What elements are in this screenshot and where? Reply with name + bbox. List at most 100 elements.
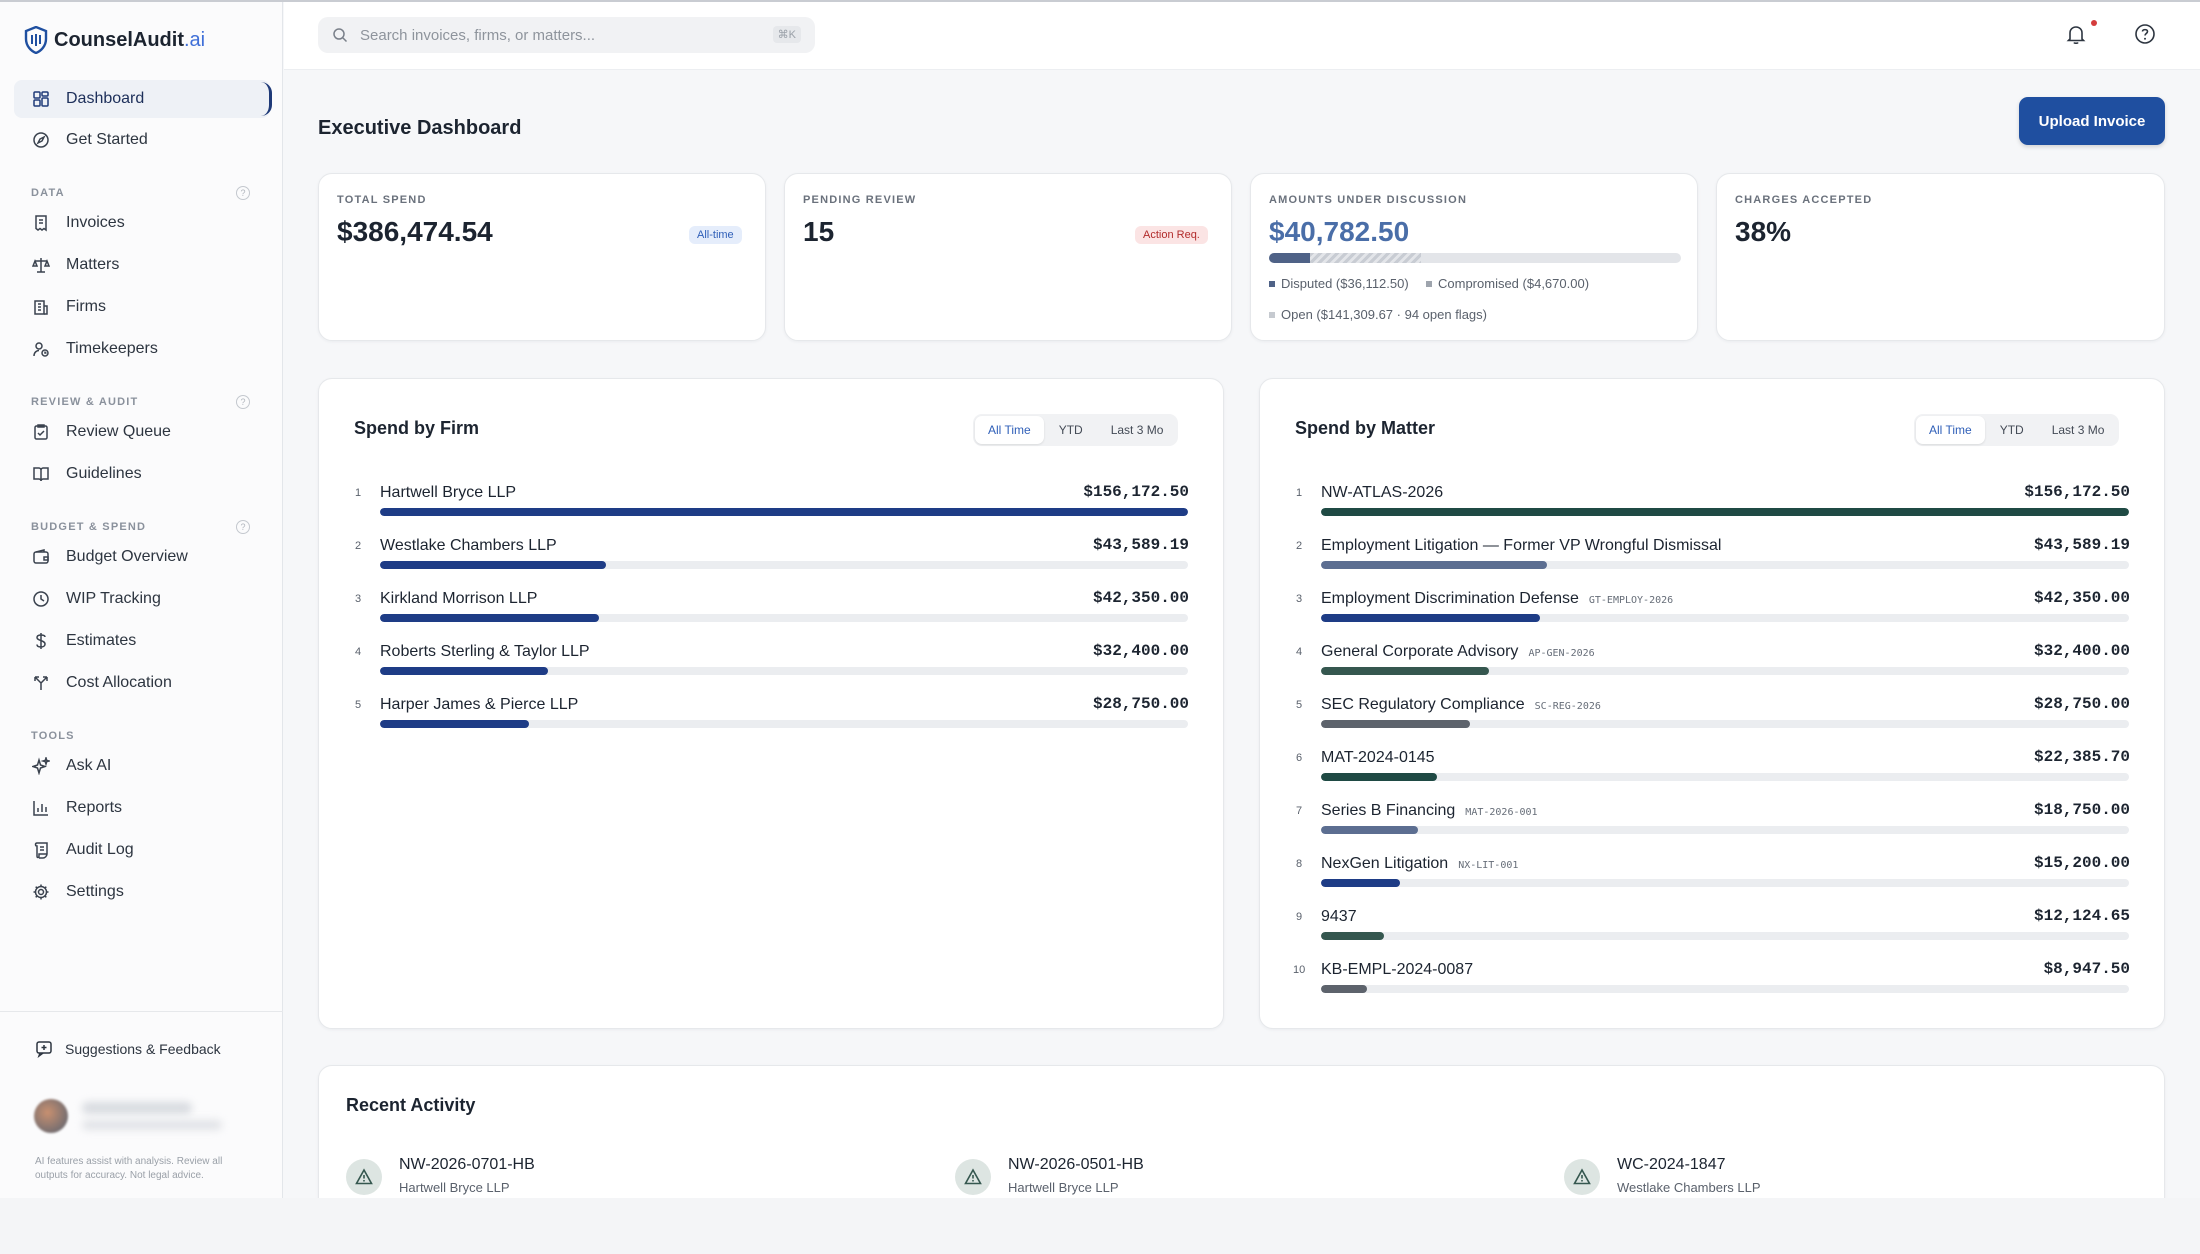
- row-label: Harper James & Pierce LLP: [380, 696, 579, 713]
- row-amount: $28,750.00: [2033, 695, 2130, 713]
- sidebar-item-label: Get Started: [66, 131, 148, 148]
- sidebar-item-audit-log[interactable]: Audit Log: [14, 831, 270, 869]
- feedback-label: Suggestions & Feedback: [65, 1041, 221, 1057]
- row-name: KB-EMPL-2024-0087: [1321, 961, 1473, 979]
- panel-title: Spend by Firm: [354, 418, 480, 438]
- sidebar-item-settings[interactable]: Settings: [14, 873, 270, 911]
- bar-fill: [1321, 879, 1400, 887]
- row-amount: $18,750.00: [2033, 801, 2130, 819]
- filter-last-3-mo[interactable]: Last 3 Mo: [1110, 423, 1164, 437]
- warning-icon: [955, 1159, 991, 1195]
- sidebar-item-invoices[interactable]: Invoices: [14, 204, 270, 242]
- row-label: General Corporate Advisory: [1321, 643, 1519, 660]
- row-rank: 7: [1296, 805, 1303, 817]
- row-name: Kirkland Morrison LLP: [380, 590, 537, 608]
- sidebar-item-firms[interactable]: Firms: [14, 288, 270, 326]
- sidebar-item-reports[interactable]: Reports: [14, 789, 270, 827]
- sidebar-item-dashboard[interactable]: Dashboard: [14, 80, 272, 118]
- sidebar-item-wip-tracking[interactable]: WIP Tracking: [14, 580, 270, 618]
- kpi-value: 38%: [1735, 216, 1792, 247]
- search-box[interactable]: ⌘K: [318, 17, 815, 53]
- sidebar-item-ask-ai[interactable]: Ask AI: [14, 747, 270, 785]
- bar-track: [1321, 720, 2129, 728]
- bar-chart-icon: [33, 801, 48, 816]
- warning-icon: [1564, 1159, 1600, 1195]
- row-rank: 2: [1296, 540, 1303, 552]
- help-icon[interactable]: [2133, 22, 2157, 46]
- wallet-icon: [33, 549, 49, 564]
- legend-label: Compromised ($4,670.00): [1438, 276, 1590, 291]
- activity-firm: Hartwell Bryce LLP: [1008, 1180, 1119, 1195]
- sidebar-item-matters[interactable]: Matters: [14, 246, 270, 284]
- all-time-badge: All-time: [689, 226, 742, 244]
- bar-fill: [1321, 667, 1489, 675]
- row-rank: 5: [1296, 699, 1303, 711]
- kpi-value: $40,782.50: [1269, 216, 1410, 247]
- sidebar: CounselAudit .ai Dashboard Get Started DATA…: [0, 2, 283, 1198]
- avatar[interactable]: [34, 1099, 68, 1133]
- section-help-icon[interactable]: ?: [236, 395, 250, 409]
- bar-track: [1321, 561, 2129, 569]
- kpi-label: PENDING REVIEW: [803, 194, 917, 206]
- sidebar-item-review-queue[interactable]: Review Queue: [14, 413, 270, 451]
- row-rank: 5: [355, 699, 362, 711]
- section-help-icon[interactable]: ?: [236, 520, 250, 534]
- feedback-link[interactable]: Suggestions & Feedback: [35, 1040, 221, 1058]
- topbar: ⌘K: [284, 2, 2200, 70]
- brand[interactable]: CounselAudit .ai: [24, 26, 205, 54]
- sidebar-item-cost-allocation[interactable]: Cost Allocation: [14, 664, 270, 702]
- bar-fill: [1321, 826, 1418, 834]
- sidebar-item-label: Cost Allocation: [66, 674, 172, 691]
- bar-fill: [1321, 561, 1547, 569]
- sidebar-item-guidelines[interactable]: Guidelines: [14, 455, 270, 493]
- time-filter: All Time YTD Last 3 Mo: [1914, 414, 2120, 446]
- legend-swatch: [1426, 280, 1432, 287]
- row-label: Kirkland Morrison LLP: [380, 590, 538, 607]
- sidebar-item-budget-overview[interactable]: Budget Overview: [14, 538, 270, 576]
- row-label: Roberts Sterling & Taylor LLP: [380, 643, 590, 660]
- filter-ytd[interactable]: YTD: [1999, 423, 2024, 437]
- nav-section-label: REVIEW & AUDIT: [31, 396, 139, 408]
- warning-icon: [346, 1159, 382, 1195]
- row-rank: 1: [1296, 487, 1303, 499]
- scroll-icon: [34, 842, 48, 859]
- sidebar-item-timekeepers[interactable]: Timekeepers: [14, 330, 270, 368]
- section-help-icon[interactable]: ?: [236, 186, 250, 200]
- user-clock-icon: [33, 342, 49, 357]
- row-rank: 6: [1296, 752, 1303, 764]
- clipboard-check-icon: [34, 424, 48, 440]
- nav-section-label: TOOLS: [31, 730, 75, 742]
- building-icon: [34, 300, 48, 315]
- filter-all-time[interactable]: All Time: [1916, 416, 1985, 444]
- row-name: MAT-2024-0145: [1321, 749, 1435, 767]
- window-top-border: [0, 0, 2200, 2]
- filter-all-time[interactable]: All Time: [975, 416, 1044, 444]
- legend-disputed: Disputed ($36,112.50): [1269, 276, 1409, 291]
- nav-section-label: BUDGET & SPEND: [31, 521, 147, 533]
- bar-track: [1321, 667, 2129, 675]
- bell-icon[interactable]: [2064, 22, 2088, 46]
- search-input[interactable]: [360, 26, 760, 44]
- bar-track: [1321, 773, 2129, 781]
- row-rank: 10: [1293, 964, 1306, 976]
- sidebar-item-get-started[interactable]: Get Started: [14, 121, 270, 159]
- bar-track: [380, 508, 1188, 516]
- filter-ytd[interactable]: YTD: [1058, 423, 1083, 437]
- row-code: AP-GEN-2026: [1528, 648, 1595, 659]
- sidebar-item-label: Settings: [66, 883, 124, 900]
- row-amount: $32,400.00: [2033, 642, 2130, 660]
- filter-last-3-mo[interactable]: Last 3 Mo: [2051, 423, 2105, 437]
- sidebar-item-estimates[interactable]: Estimates: [14, 622, 270, 660]
- brand-name: CounselAudit: [54, 28, 184, 51]
- upload-invoice-button[interactable]: Upload Invoice: [2019, 97, 2165, 145]
- row-label: Westlake Chambers LLP: [380, 537, 557, 554]
- row-name: Roberts Sterling & Taylor LLP: [380, 643, 590, 661]
- kpi-pending-review[interactable]: PENDING REVIEW 15 Action Req.: [784, 173, 1232, 341]
- bar-fill: [380, 720, 529, 728]
- sidebar-item-label: Matters: [66, 256, 120, 273]
- brand-tld: .ai: [184, 28, 206, 51]
- row-rank: 9: [1296, 911, 1303, 923]
- action-required-badge: Action Req.: [1135, 226, 1208, 244]
- sidebar-item-label: Invoices: [66, 214, 125, 231]
- row-name: NexGen Litigation NX-LIT-001: [1321, 855, 1518, 873]
